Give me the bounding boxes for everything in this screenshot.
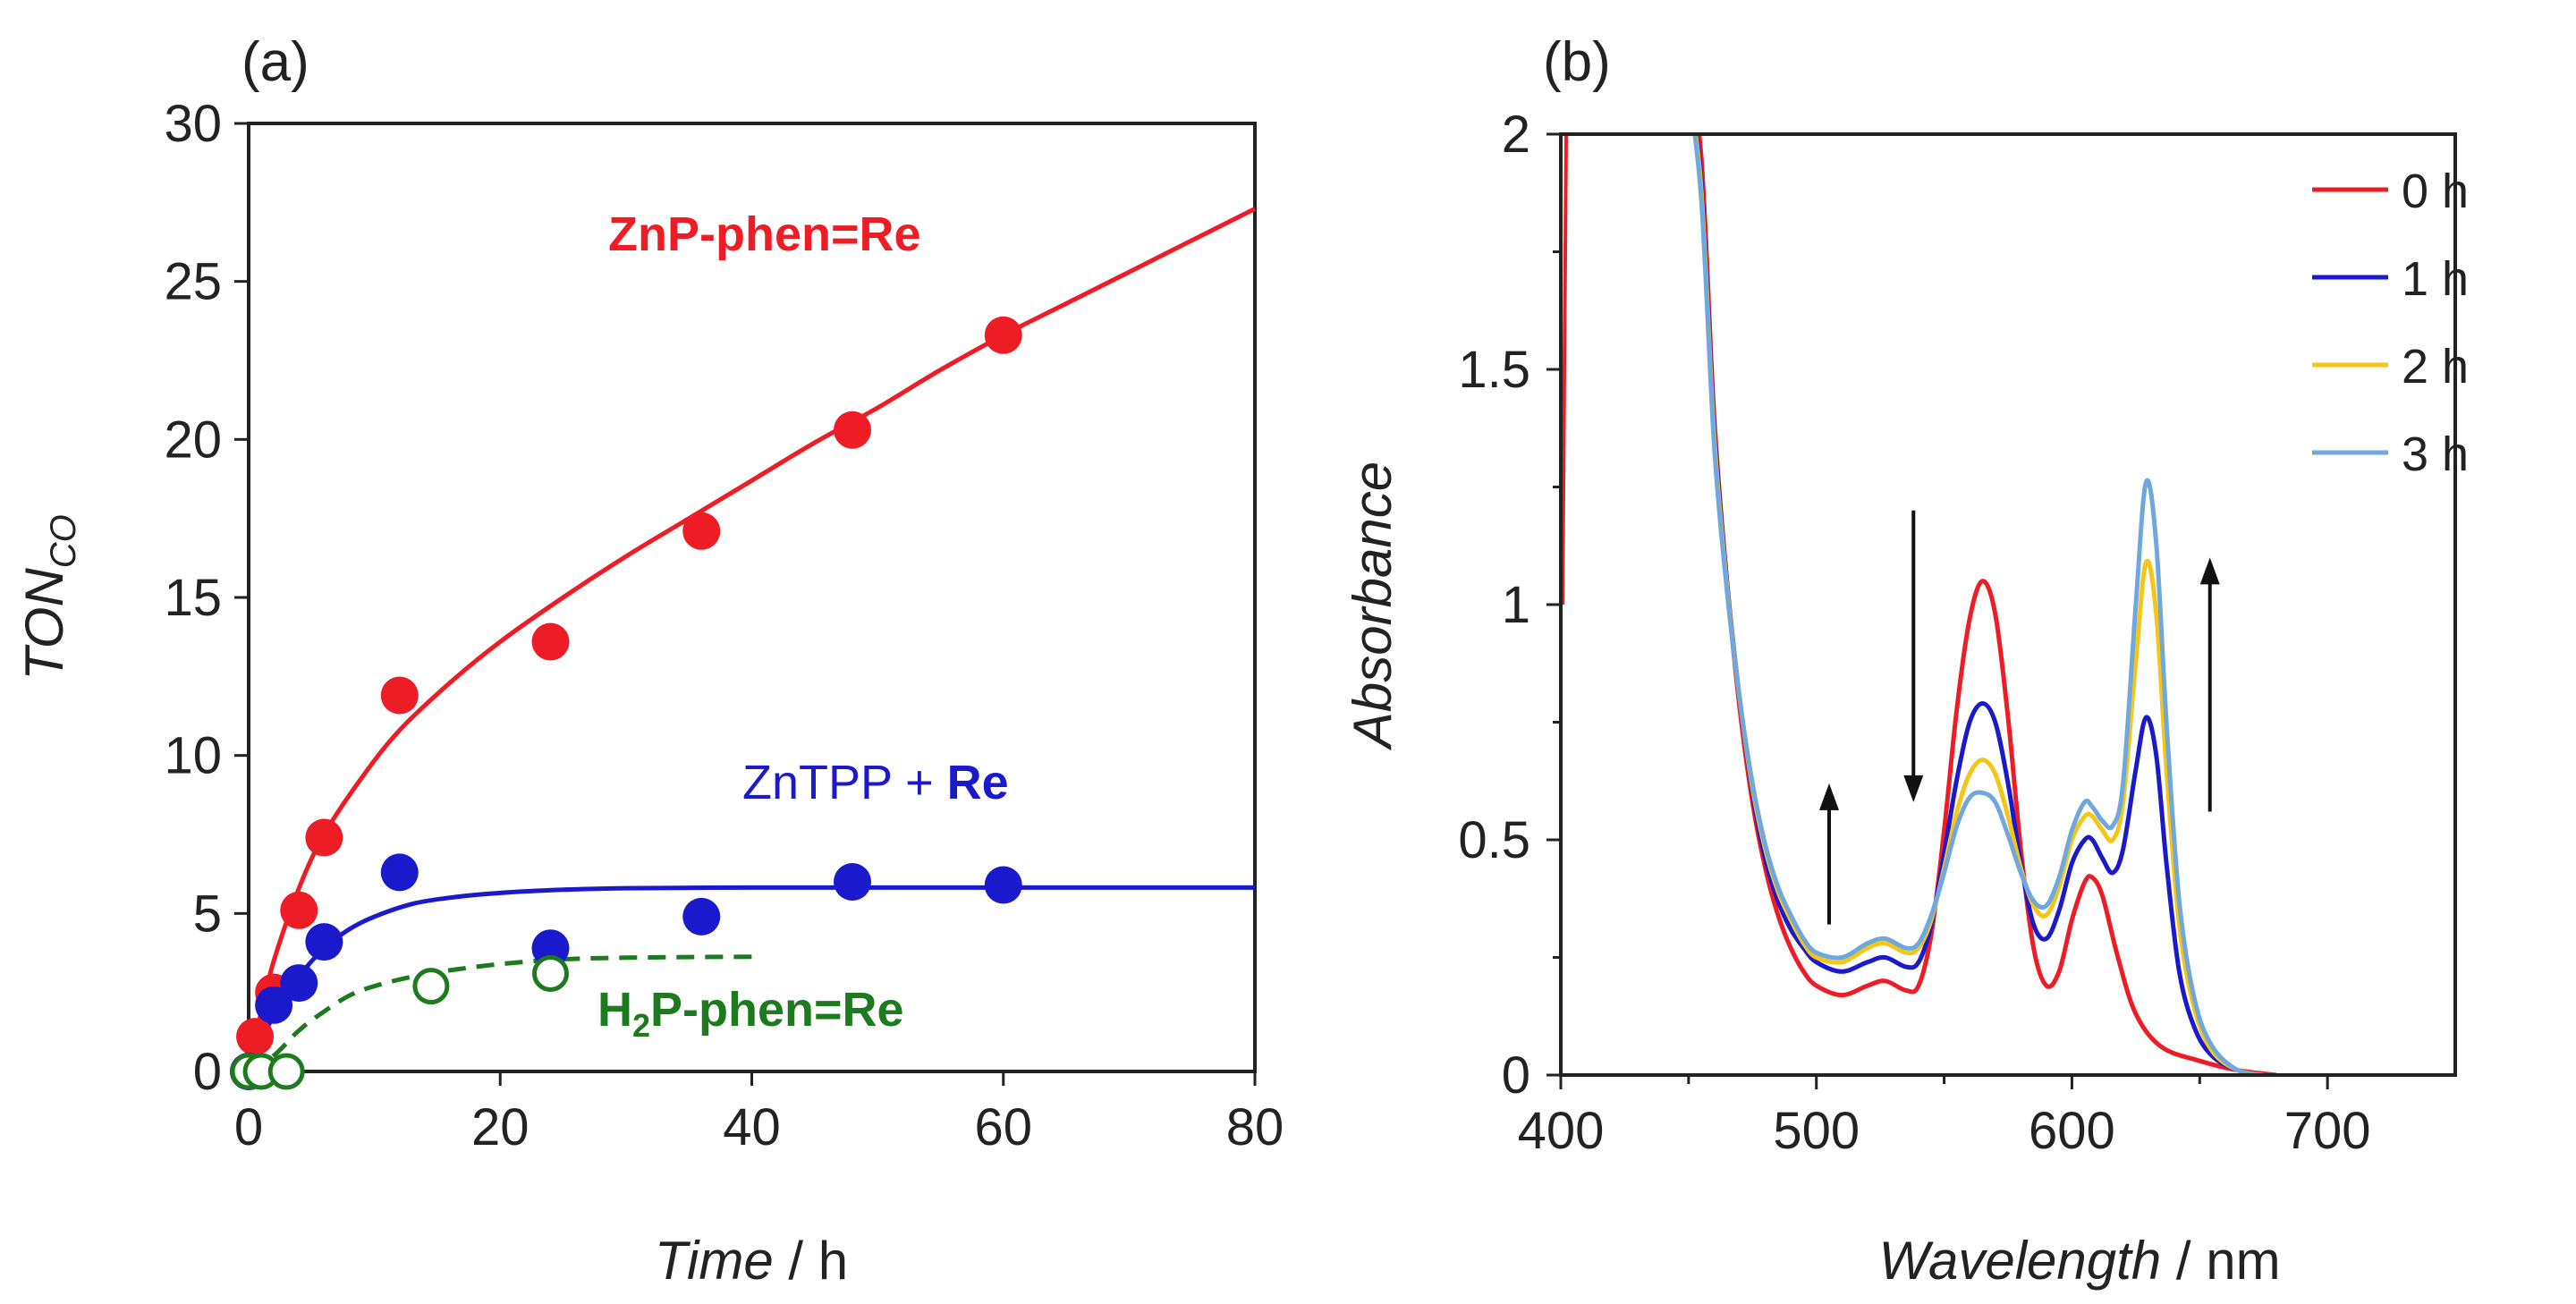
panel-a-ticks: 0 20 40 60 80 0 5 10 15 20 25 30	[164, 95, 1284, 1156]
legend-label: 2 h	[2402, 340, 2469, 394]
y-tick-label: 5	[193, 885, 222, 943]
data-point	[280, 891, 318, 929]
data-point	[682, 512, 721, 550]
x-tick-label: 0	[234, 1098, 263, 1156]
panel-b-x-axis-label: Wavelength / nm	[1878, 1231, 2280, 1291]
panel-a-label: (a)	[242, 31, 309, 93]
panel-b-frame	[1559, 132, 2457, 1077]
panel-a-data-points	[230, 316, 1022, 1090]
data-point	[682, 897, 721, 936]
y-tick-label: 0	[193, 1043, 222, 1101]
series-label-znp-phen-re: ZnP-phen=Re	[608, 207, 921, 261]
y-tick-label: 1.5	[1458, 341, 1530, 399]
spectrum-edge	[1561, 134, 1568, 605]
spectrum-3	[1692, 134, 2265, 1075]
data-point	[984, 866, 1022, 904]
legend-label: 3 h	[2402, 428, 2469, 481]
fit-curve-0	[246, 207, 1257, 1072]
data-point	[531, 622, 570, 661]
data-point	[531, 929, 570, 968]
data-point	[412, 968, 450, 1005]
y-tick-label: 0.5	[1458, 811, 1530, 869]
y-tick-label: 1	[1502, 576, 1530, 634]
panel-b-legend: 0 h 1 h 2 h 3 h	[2312, 165, 2469, 481]
data-point	[984, 316, 1022, 354]
annotation-arrow-head	[1819, 783, 1839, 810]
y-tick-label: 15	[164, 569, 222, 627]
x-tick-label: 80	[1226, 1098, 1284, 1156]
series-label-h2p-phen-re: H2P-phen=Re	[597, 983, 904, 1044]
data-point	[305, 818, 343, 857]
panel-a-frame	[247, 122, 1257, 1073]
panel-b-label: (b)	[1543, 31, 1611, 93]
series-label-zntpp-re: ZnTPP + Re	[742, 756, 1009, 809]
data-point	[532, 954, 569, 992]
data-point	[380, 676, 419, 715]
x-tick-label: 60	[974, 1098, 1032, 1156]
panel-b-spectra	[1561, 134, 2277, 1075]
panel-a-y-axis-label: TONCO	[14, 514, 83, 681]
spectrum-0	[1697, 134, 2277, 1075]
x-tick-label: 40	[723, 1098, 781, 1156]
data-point	[267, 1053, 305, 1090]
legend-label: 0 h	[2402, 165, 2469, 218]
panel-b: (b) 400 500 600 700 0 0.5 1 1.5 2 0 h 1 h 2 h 3 h W…	[1343, 31, 2469, 1291]
y-tick-label: 10	[164, 727, 222, 785]
annotation-arrow-head	[1903, 775, 1924, 802]
x-tick-label: 700	[2284, 1102, 2371, 1160]
y-tick-label: 25	[164, 253, 222, 311]
panel-b-arrows	[1819, 510, 2220, 925]
y-tick-label: 0	[1502, 1046, 1530, 1105]
panel-a-fit-curves	[246, 207, 1257, 1074]
y-tick-label: 30	[164, 95, 222, 153]
spectrum-2	[1693, 134, 2265, 1075]
data-point	[280, 964, 318, 1003]
spectra-group	[1561, 134, 2277, 1075]
data-point	[834, 411, 871, 449]
data-point	[255, 986, 293, 1024]
x-tick-label: 600	[2029, 1102, 2115, 1160]
x-tick-label: 400	[1518, 1102, 1605, 1160]
data-point	[305, 923, 343, 961]
panel-a-x-axis-label: Time / h	[655, 1231, 848, 1291]
y-tick-label: 20	[164, 411, 222, 469]
legend-label: 1 h	[2402, 252, 2469, 306]
panel-b-y-axis-label: Absorbance	[1343, 461, 1402, 750]
x-tick-label: 500	[1773, 1102, 1860, 1160]
data-point	[236, 1018, 275, 1056]
y-tick-label: 2	[1502, 106, 1530, 164]
annotation-arrow-head	[2199, 557, 2220, 585]
x-tick-label: 20	[471, 1098, 530, 1156]
panel-b-ticks: 400 500 600 700 0 0.5 1 1.5 2	[1458, 106, 2370, 1160]
fit-curve-2	[247, 954, 752, 1074]
panel-a: (a) 0 20 40 60 80 0 5 10 15 20 25 30 ZnP-phen=Re Zn…	[14, 31, 1284, 1291]
data-point	[380, 853, 419, 892]
data-point	[834, 863, 871, 901]
